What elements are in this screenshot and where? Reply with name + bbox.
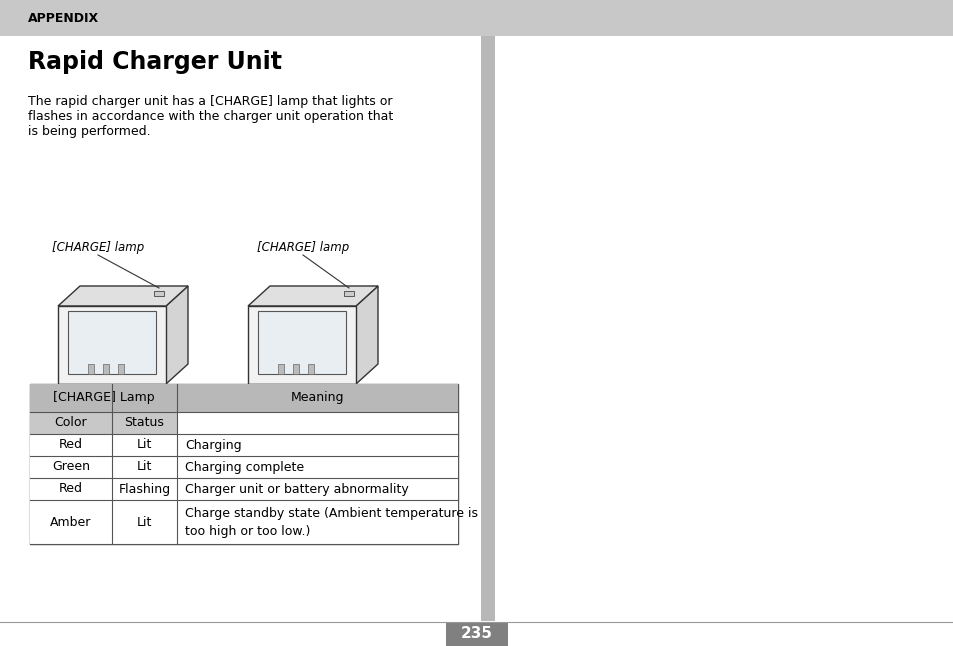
Bar bbox=[177, 412, 457, 434]
Text: Charging: Charging bbox=[185, 439, 241, 452]
Polygon shape bbox=[166, 286, 188, 384]
Text: [CHARGE] lamp: [CHARGE] lamp bbox=[256, 241, 349, 254]
Bar bbox=[30, 384, 177, 412]
Text: Charger unit or battery abnormality: Charger unit or battery abnormality bbox=[185, 483, 408, 495]
Bar bbox=[277, 364, 284, 374]
Text: Rapid Charger Unit: Rapid Charger Unit bbox=[28, 50, 282, 74]
Text: Lit: Lit bbox=[136, 461, 152, 474]
Polygon shape bbox=[58, 286, 188, 306]
Text: 235: 235 bbox=[460, 627, 493, 641]
Text: APPENDIX: APPENDIX bbox=[28, 12, 99, 25]
Bar bbox=[58, 306, 166, 384]
Text: Color: Color bbox=[54, 417, 88, 430]
Text: Meaning: Meaning bbox=[291, 391, 344, 404]
Bar bbox=[103, 364, 109, 374]
Text: Charge standby state (Ambient temperature is: Charge standby state (Ambient temperatur… bbox=[185, 506, 477, 519]
Polygon shape bbox=[355, 286, 377, 384]
Bar bbox=[30, 500, 457, 544]
Bar bbox=[266, 384, 275, 393]
Bar bbox=[76, 384, 86, 393]
Text: The rapid charger unit has a [CHARGE] lamp that lights or: The rapid charger unit has a [CHARGE] la… bbox=[28, 95, 392, 108]
Bar bbox=[30, 384, 457, 544]
Bar bbox=[308, 364, 314, 374]
Bar bbox=[153, 291, 164, 296]
Bar bbox=[88, 364, 94, 374]
Text: Flashing: Flashing bbox=[118, 483, 171, 495]
Bar bbox=[293, 364, 298, 374]
Bar bbox=[92, 384, 103, 393]
Bar bbox=[480, 36, 495, 621]
Text: Green: Green bbox=[52, 461, 90, 474]
Text: too high or too low.): too high or too low.) bbox=[185, 525, 310, 537]
Bar bbox=[30, 456, 457, 478]
Text: Red: Red bbox=[59, 483, 83, 495]
Bar bbox=[30, 434, 457, 456]
Text: [CHARGE] lamp: [CHARGE] lamp bbox=[51, 241, 144, 254]
Bar bbox=[257, 311, 346, 374]
Text: [CHARGE] Lamp: [CHARGE] Lamp bbox=[52, 391, 154, 404]
Bar bbox=[30, 478, 457, 500]
Bar bbox=[344, 291, 354, 296]
Text: Status: Status bbox=[125, 417, 164, 430]
Bar bbox=[112, 412, 177, 434]
Bar bbox=[283, 384, 293, 393]
Bar bbox=[248, 306, 355, 384]
Bar bbox=[118, 364, 124, 374]
Bar bbox=[446, 622, 507, 646]
Bar bbox=[30, 412, 112, 434]
Text: Charging complete: Charging complete bbox=[185, 461, 304, 474]
Polygon shape bbox=[248, 286, 377, 306]
Text: Red: Red bbox=[59, 439, 83, 452]
Bar bbox=[0, 0, 953, 36]
Text: is being performed.: is being performed. bbox=[28, 125, 151, 138]
Text: Lit: Lit bbox=[136, 516, 152, 528]
Text: Lit: Lit bbox=[136, 439, 152, 452]
Text: flashes in accordance with the charger unit operation that: flashes in accordance with the charger u… bbox=[28, 110, 393, 123]
Bar bbox=[68, 311, 156, 374]
Text: Amber: Amber bbox=[51, 516, 91, 528]
Bar bbox=[177, 384, 457, 412]
